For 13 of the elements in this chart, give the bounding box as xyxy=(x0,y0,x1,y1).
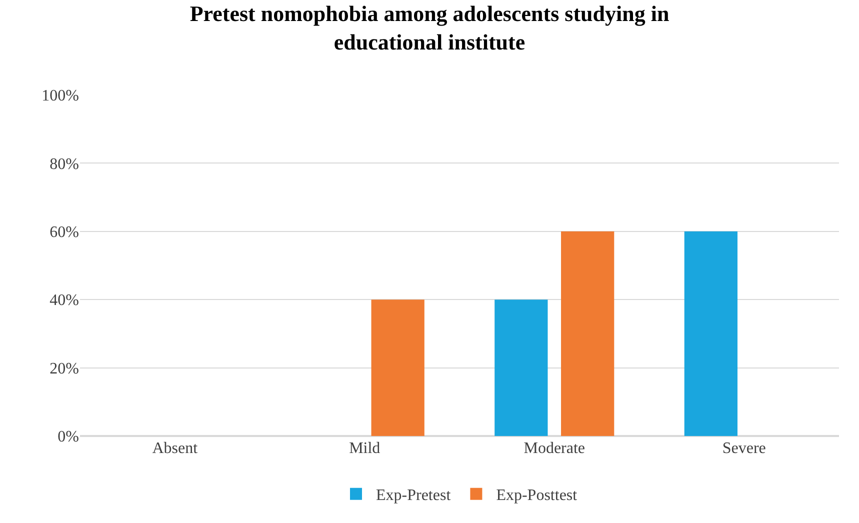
legend-label: Exp-Pretest xyxy=(376,487,452,504)
x-tick-label: Absent xyxy=(152,440,198,457)
y-tick-label: 0% xyxy=(58,428,79,446)
x-tick-label: Severe xyxy=(722,440,766,457)
y-tick-label: 100% xyxy=(42,88,79,105)
legend-label: Exp-Posttest xyxy=(496,487,578,504)
chart-title: Pretest nomophobia among adolescents studying in educational institute xyxy=(190,0,670,55)
y-tick-label: 60% xyxy=(50,224,79,241)
x-tick-label: Moderate xyxy=(524,440,586,457)
y-tick-label: 20% xyxy=(50,360,79,378)
y-tick-label: 80% xyxy=(50,156,79,173)
x-tick-label: Mild xyxy=(349,440,380,457)
y-tick-label: 40% xyxy=(50,292,79,310)
